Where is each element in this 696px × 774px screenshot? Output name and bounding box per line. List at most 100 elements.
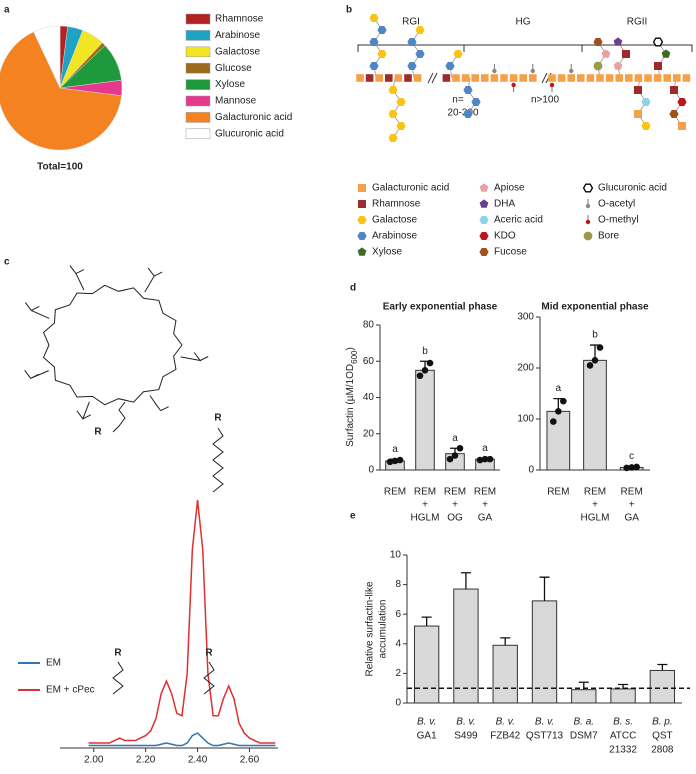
data-point	[451, 452, 459, 459]
monosaccharide	[613, 37, 623, 46]
monosaccharide	[415, 26, 425, 34]
pie-note: Total=100	[37, 162, 83, 173]
monosaccharide	[605, 74, 614, 82]
chart-title: Early exponential phase	[383, 302, 498, 313]
r-group-label: R	[214, 413, 222, 424]
legend-label: Bore	[598, 231, 620, 242]
chart-title: Mid exponential phase	[541, 302, 649, 313]
side-chain	[69, 265, 85, 291]
legend-swatch	[185, 79, 211, 90]
y-tick-label: 8	[395, 579, 401, 590]
monosaccharide	[479, 183, 489, 192]
data-point	[591, 357, 599, 364]
legend-label: Xylose	[372, 247, 402, 258]
y-tick-label: 40	[363, 392, 375, 403]
x-tick-label: REM	[547, 487, 569, 498]
substituent	[569, 68, 574, 74]
monosaccharide	[445, 62, 455, 70]
x-tick-label: REM	[584, 487, 606, 498]
monosaccharide	[471, 98, 481, 106]
data-point	[481, 455, 489, 463]
data-point	[555, 408, 562, 415]
data-point	[386, 458, 394, 466]
bar	[610, 688, 636, 704]
monosaccharide	[375, 74, 383, 82]
legend-label: Glucose	[215, 63, 252, 74]
series-line	[88, 499, 276, 744]
monosaccharide	[670, 86, 678, 94]
significance-letter: b	[592, 330, 598, 341]
legend-label: Galacturonic acid	[372, 183, 449, 194]
x-tick-label: +	[452, 500, 458, 511]
legend-swatch	[185, 46, 211, 58]
legend-label: Xylose	[215, 79, 245, 90]
side-chain	[76, 401, 92, 420]
panel-label: e	[350, 511, 356, 522]
monosaccharide	[634, 74, 643, 82]
monosaccharide	[358, 200, 366, 208]
legend-label: Glucuronic acid	[215, 128, 284, 139]
series-line	[88, 732, 276, 747]
monosaccharide	[479, 232, 489, 240]
monosaccharide	[509, 74, 518, 82]
monosaccharide	[404, 74, 412, 82]
monosaccharide	[461, 74, 470, 82]
monosaccharide	[453, 50, 463, 58]
legend-label: O-acetyl	[598, 199, 635, 210]
data-point	[426, 359, 434, 367]
monosaccharide	[415, 50, 425, 58]
monosaccharide	[479, 248, 489, 256]
monosaccharide	[479, 199, 489, 208]
data-point	[596, 344, 604, 351]
lipid-tail	[112, 401, 126, 433]
monosaccharide	[407, 38, 417, 46]
monosaccharide	[529, 74, 537, 82]
monosaccharide	[490, 74, 499, 82]
error-bar	[657, 663, 668, 671]
x-tick-label: REM	[444, 487, 466, 498]
repeat-label: n>100	[531, 95, 560, 106]
legend-label: Arabinose	[215, 30, 260, 41]
monosaccharide	[613, 61, 623, 70]
y-tick-label: 20	[363, 428, 375, 439]
monosaccharide	[653, 74, 662, 82]
data-point	[476, 456, 484, 464]
data-point	[416, 372, 424, 380]
monosaccharide	[388, 86, 398, 94]
bar	[649, 669, 676, 704]
x-tick-label: B. v.	[417, 717, 436, 728]
y-tick-label: 10	[390, 550, 402, 561]
panel-label: b	[346, 5, 352, 16]
panel-label: a	[4, 5, 10, 16]
x-tick-label: B. a.	[573, 717, 594, 728]
data-point	[628, 464, 635, 471]
x-tick-label: +	[422, 500, 428, 511]
x-tick-label: S499	[454, 731, 478, 742]
significance-letter: b	[422, 346, 428, 357]
x-tick-label: QST	[652, 731, 673, 742]
x-tick-label: GA	[478, 513, 493, 524]
x-tick-label: OG	[447, 513, 463, 524]
legend-label: Rhamnose	[372, 199, 421, 210]
legend-label: Galacturonic acid	[215, 112, 292, 123]
bar	[492, 644, 518, 704]
monosaccharide	[463, 110, 473, 118]
x-tick-label: B. v.	[535, 717, 554, 728]
legend-label: Galactose	[372, 215, 417, 226]
y-tick-label: 0	[528, 465, 534, 476]
monosaccharide	[615, 74, 623, 82]
data-point	[486, 455, 494, 463]
monosaccharide	[356, 74, 364, 82]
substituent	[549, 82, 555, 88]
monosaccharide	[452, 74, 460, 82]
monosaccharide	[442, 74, 451, 82]
r-group-label: R	[205, 648, 213, 659]
x-tick-label: 21332	[609, 745, 637, 756]
x-tick-label: B. v.	[456, 717, 475, 728]
x-tick-label: B. p.	[652, 717, 673, 728]
bar	[531, 600, 558, 704]
legend-label: Fucose	[494, 247, 527, 258]
substituent	[585, 219, 591, 225]
legend-label: Galactose	[215, 46, 260, 57]
y-tick-label: 0	[395, 698, 401, 709]
